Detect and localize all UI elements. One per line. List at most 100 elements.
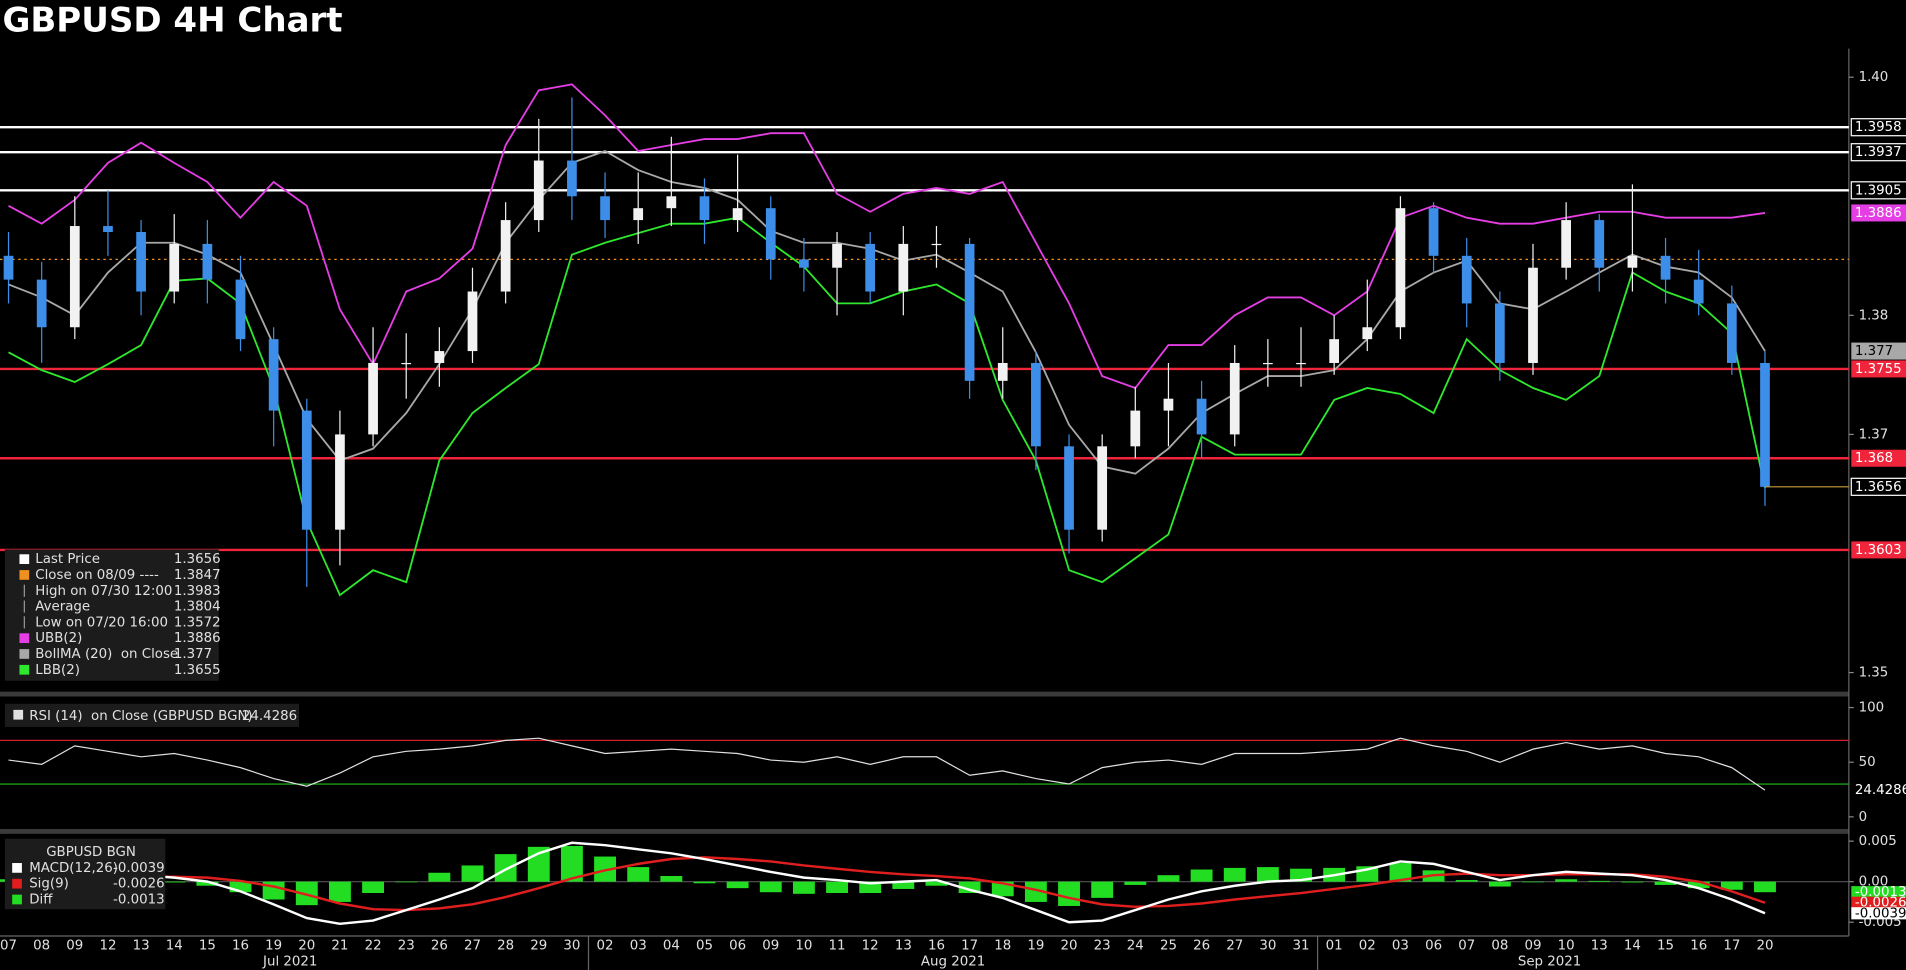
x-tick-label: 14 [166, 939, 183, 954]
value-tag-label: 1.3958 [1855, 120, 1902, 135]
x-tick-label: 27 [464, 939, 481, 954]
y-tick-label: 100 [1859, 701, 1885, 716]
legend-swatch [19, 570, 30, 580]
candle-body [500, 220, 511, 292]
x-tick-label: 07 [1458, 939, 1475, 954]
x-tick-label: 20 [1756, 939, 1773, 954]
x-tick-label: 25 [1160, 939, 1177, 954]
value-tag [1851, 342, 1906, 360]
y-tick-label: 1.38 [1859, 308, 1889, 323]
diff-bar [660, 875, 683, 882]
y-tick-label: 0.005 [1859, 834, 1897, 849]
x-tick-label: 21 [331, 939, 348, 954]
value-tag [1850, 118, 1906, 137]
y-tick-label: 1.37 [1859, 427, 1889, 442]
diff-bar [693, 881, 716, 884]
candle-body [567, 160, 577, 197]
x-tick-label: 15 [199, 939, 216, 954]
x-tick-label: 27 [1226, 939, 1243, 954]
legend-value: 1.3804 [174, 600, 221, 615]
x-tick-label: 05 [696, 939, 713, 954]
x-tick-label: 16 [928, 939, 945, 954]
value-tag [1850, 477, 1906, 496]
candle-body [1760, 362, 1770, 487]
value-tag [1851, 896, 1906, 909]
rsi-line [8, 737, 1766, 791]
candle-body [1693, 279, 1704, 304]
x-tick-label: 08 [1491, 939, 1508, 954]
legend-value: 1.3847 [174, 568, 221, 583]
panel-divider [0, 828, 1849, 834]
diff-bar [395, 881, 418, 883]
legend-swatch [19, 633, 30, 644]
x-tick-label: 29 [530, 939, 547, 954]
legend-label: Last Price [35, 552, 100, 567]
diff-bar [1522, 881, 1544, 883]
diff-bar [1124, 881, 1147, 885]
diff-bar [328, 881, 351, 902]
legend-swatch [12, 878, 22, 889]
x-tick-label: 04 [663, 939, 680, 954]
candle-body [832, 243, 842, 268]
diff-bar [1190, 869, 1213, 882]
legend-value: 1.3572 [174, 615, 221, 630]
legend-label: High on 07/30 12:00 [35, 584, 172, 599]
value-tag [1850, 181, 1906, 200]
diff-bar [627, 867, 650, 882]
candle-body [169, 243, 180, 292]
diff-bar [1687, 881, 1710, 889]
macd-legend-title: GBPUSD BGN [46, 845, 136, 860]
x-tick-label: 23 [1094, 939, 1111, 954]
diff-bar [1256, 867, 1279, 882]
candle-body [997, 362, 1008, 381]
diff-bar [461, 865, 484, 882]
x-tick-label: 09 [1524, 939, 1541, 954]
candle-body [368, 362, 378, 435]
diff-bar [1588, 880, 1611, 882]
value-tag-label: 24.4286 [1855, 783, 1906, 798]
x-tick-label: 10 [1558, 939, 1575, 954]
diff-bar [726, 881, 749, 889]
x-tick-label: 17 [961, 939, 978, 954]
candle-body [1263, 362, 1273, 365]
x-tick-label: 13 [133, 939, 150, 954]
candle-body [732, 208, 743, 221]
diff-bar [196, 881, 219, 886]
diff-bar [1720, 881, 1743, 890]
x-tick-label: 09 [762, 939, 779, 954]
x-tick-label: 01 [1326, 939, 1343, 954]
legend-label: Low on 07/20 16:00 [35, 615, 168, 630]
x-tick-label: 19 [1027, 939, 1044, 954]
x-tick-label: 09 [66, 939, 83, 954]
diff-bar [163, 881, 186, 883]
x-tick-label: 17 [1723, 939, 1740, 954]
rsi-value: 24.4286 [242, 709, 297, 724]
candle-body [136, 231, 146, 292]
candle-body [103, 226, 113, 232]
band-line [8, 149, 1766, 475]
x-tick-label: 28 [497, 939, 514, 954]
candle-body [36, 279, 47, 328]
candle-body [235, 279, 246, 340]
value-tag [1851, 781, 1906, 799]
candle-body [964, 243, 975, 381]
x-tick-label: 30 [563, 939, 580, 954]
candle-body [765, 208, 776, 260]
candle-body [666, 196, 677, 209]
candle-body [799, 259, 809, 268]
diff-bar [892, 881, 915, 889]
legend-label: BollMA (20) on Close [35, 647, 178, 662]
candle-body [1660, 255, 1671, 280]
legend-label: MACD(12,26) [29, 861, 118, 876]
x-tick-label: 13 [1591, 939, 1608, 954]
x-tick-label: 23 [398, 939, 415, 954]
diff-bar [826, 881, 848, 894]
legend-value: 1.3656 [174, 552, 221, 567]
candle-body [1130, 410, 1141, 447]
x-tick-label: 26 [1193, 939, 1210, 954]
x-tick-label: 24 [1127, 939, 1144, 954]
x-tick-label: 03 [630, 939, 647, 954]
diff-bar [958, 881, 981, 894]
candle-body [1064, 446, 1074, 530]
